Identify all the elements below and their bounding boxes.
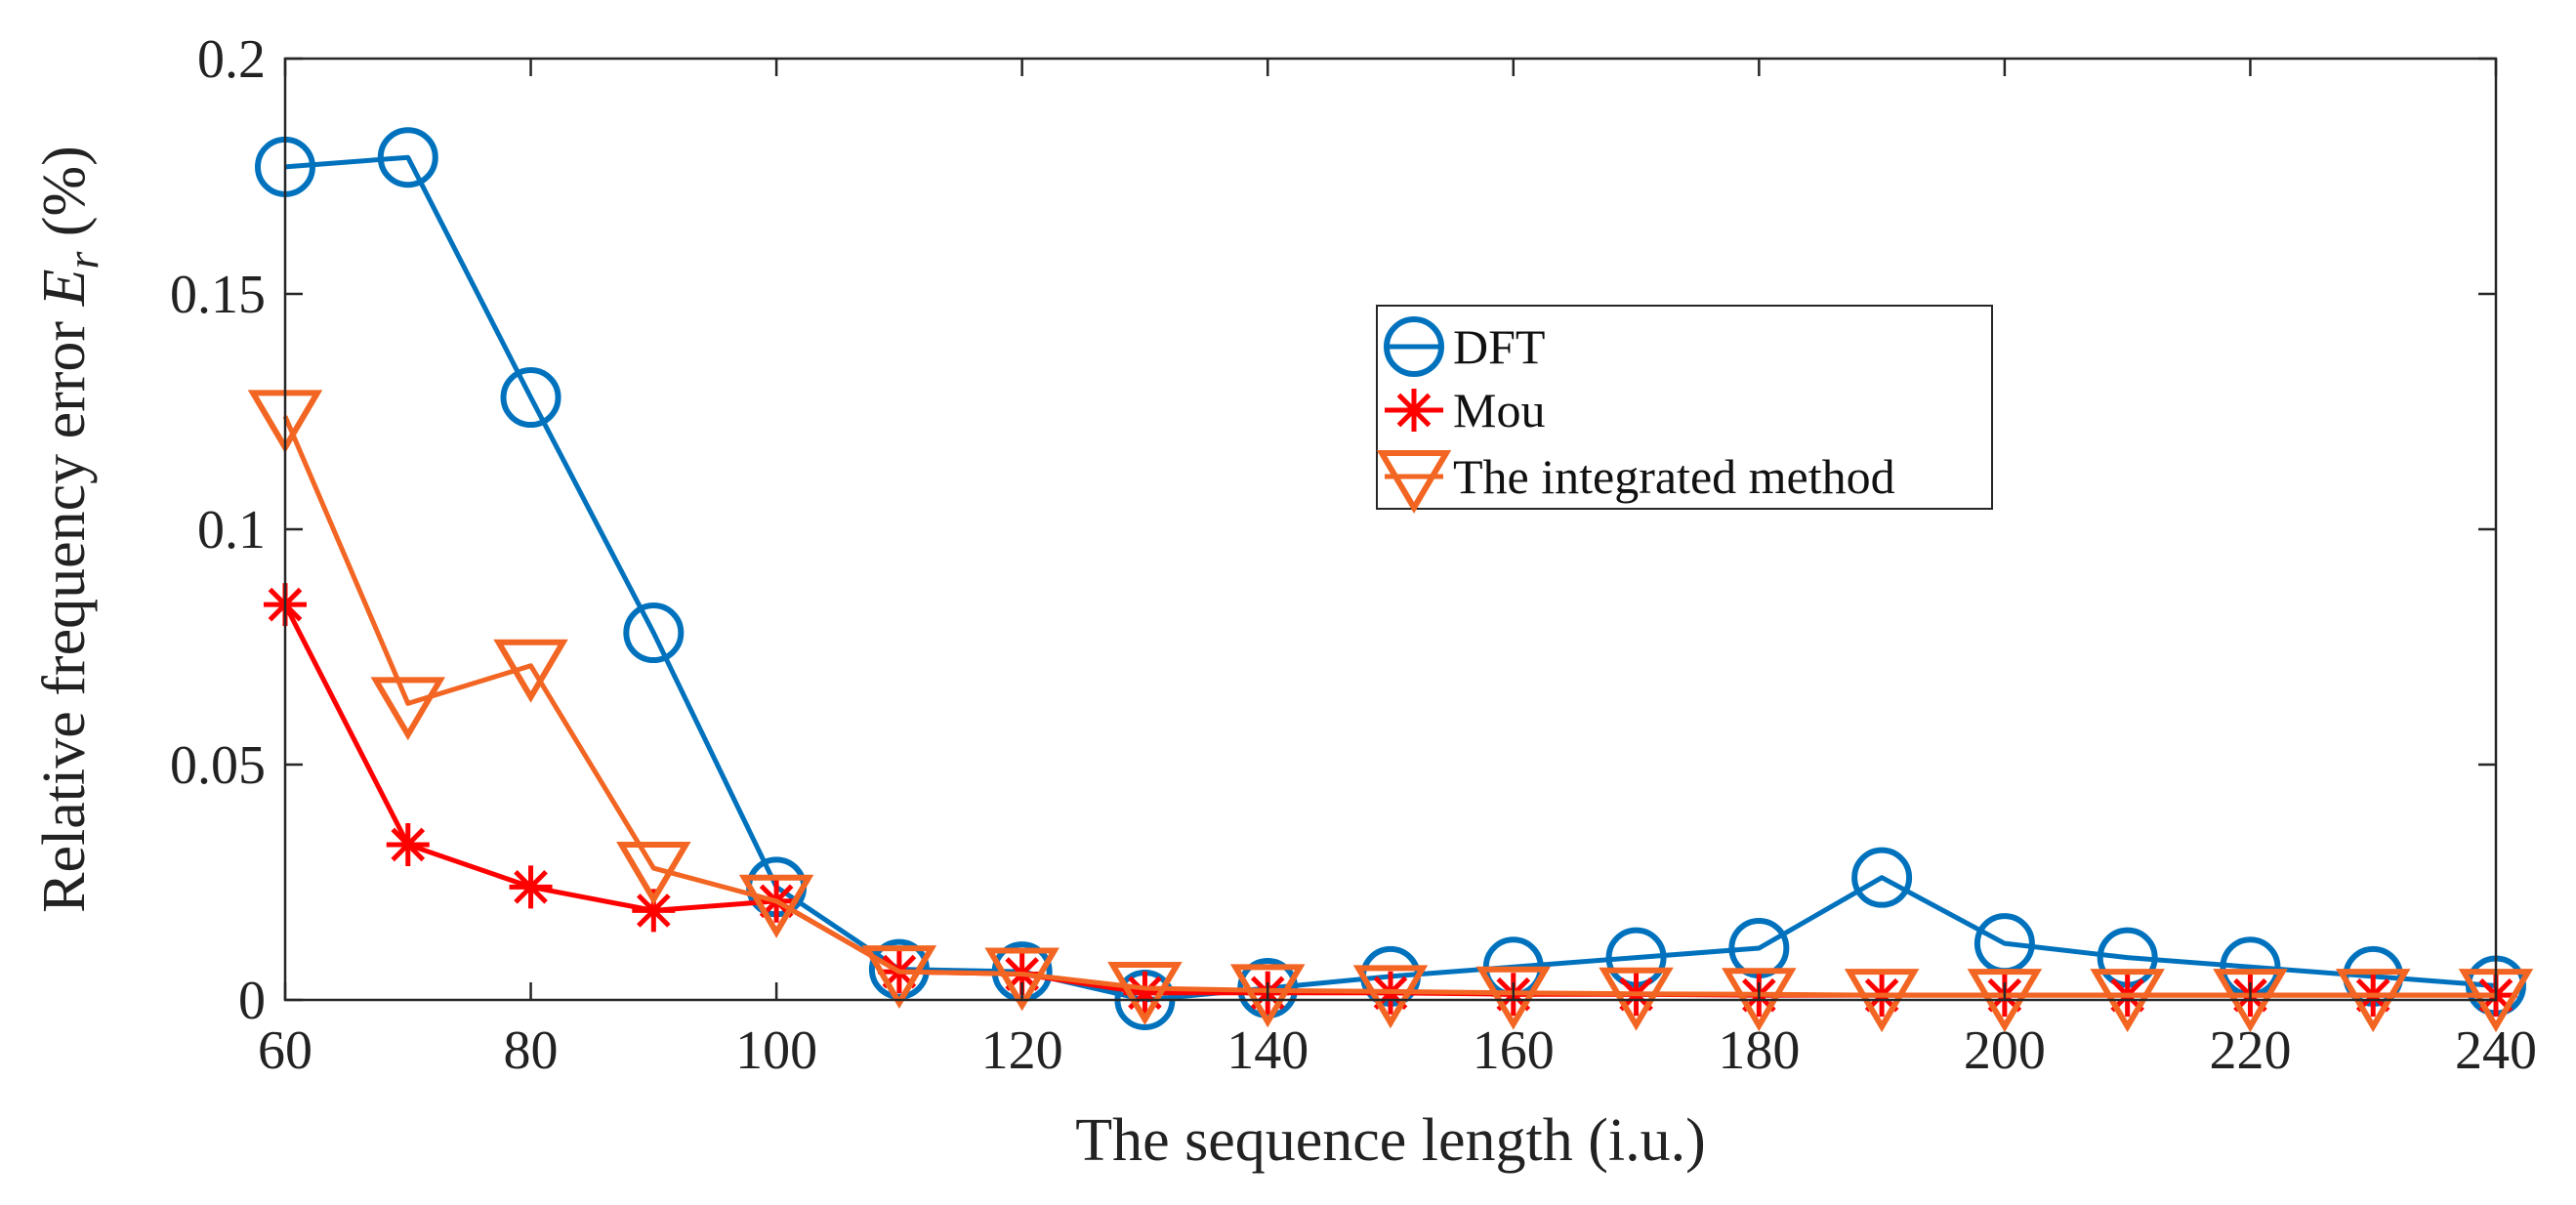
- legend-label-the-integrated-method: The integrated method: [1453, 449, 1895, 504]
- data-point-mou: [386, 822, 430, 866]
- y-tick-label: 0.1: [197, 500, 266, 561]
- data-point-the-integrated-method: [861, 945, 937, 1009]
- x-tick-label: 100: [735, 1020, 817, 1081]
- x-axis-title: The sequence length (i.u.): [1075, 1107, 1706, 1174]
- x-tick-label: 140: [1226, 1020, 1309, 1081]
- data-point-the-integrated-method: [1475, 966, 1552, 1030]
- legend-label-mou: Mou: [1453, 383, 1545, 437]
- data-point-the-integrated-method: [1599, 967, 1674, 1031]
- legend-marker-the-integrated-method: [1376, 450, 1452, 514]
- data-point-the-integrated-method: [1352, 965, 1429, 1029]
- data-point-the-integrated-method: [1107, 961, 1183, 1025]
- data-point-the-integrated-method: [984, 947, 1059, 1012]
- data-point-the-integrated-method: [493, 639, 568, 703]
- y-axis-title: Relative frequency error Er (%): [31, 145, 107, 913]
- legend-label-dft: DFT: [1453, 319, 1545, 374]
- legend-box: [1376, 305, 1993, 510]
- data-point-the-integrated-method: [738, 874, 814, 938]
- data-point-dft: [868, 938, 930, 1000]
- x-tick-label: 160: [1473, 1020, 1555, 1081]
- x-tick-label: 180: [1718, 1020, 1800, 1081]
- data-point-the-integrated-method: [1722, 968, 1797, 1032]
- x-tick-label: 200: [1964, 1020, 2046, 1081]
- y-tick-label: 0.05: [170, 735, 266, 796]
- y-axis-title-symbol: E: [31, 270, 98, 308]
- data-point-dft: [623, 602, 685, 664]
- legend-marker-mou: [1392, 389, 1435, 432]
- y-tick-label: 0.15: [170, 265, 266, 325]
- data-point-dft: [1851, 847, 1913, 908]
- y-tick-label: 0: [238, 971, 266, 1031]
- data-point-mou: [509, 865, 553, 909]
- plot-background: [285, 59, 2496, 1000]
- axes-layer: 60 80 100 120 140 160 180 200 220 240 0 0.05 0.1 0.15…: [170, 29, 2537, 1081]
- y-axis-title-subscript: r: [58, 251, 107, 270]
- data-point-the-integrated-method: [1229, 964, 1306, 1028]
- legend-entries: DFT Mou The integrated method: [1376, 316, 1895, 514]
- x-tick-label: 220: [2209, 1020, 2291, 1081]
- data-point-the-integrated-method: [370, 677, 446, 741]
- y-axis-title-prefix: Relative frequency error: [31, 306, 98, 912]
- data-point-dft: [500, 367, 561, 429]
- x-tick-label: 80: [504, 1020, 559, 1081]
- y-axis-title-suffix: (%): [31, 145, 98, 251]
- legend-marker-dft: [1384, 316, 1444, 377]
- x-tick-label: 240: [2455, 1020, 2537, 1081]
- y-tick-label: 0.2: [197, 29, 266, 90]
- series-line-the-integrated-method: [282, 415, 2496, 998]
- x-tick-label: 120: [981, 1020, 1063, 1081]
- legend: DFT Mou The integrated method: [1376, 305, 1993, 514]
- data-point-dft: [377, 127, 438, 188]
- data-point-the-integrated-method: [616, 842, 691, 905]
- x-tick-label: 60: [258, 1020, 312, 1081]
